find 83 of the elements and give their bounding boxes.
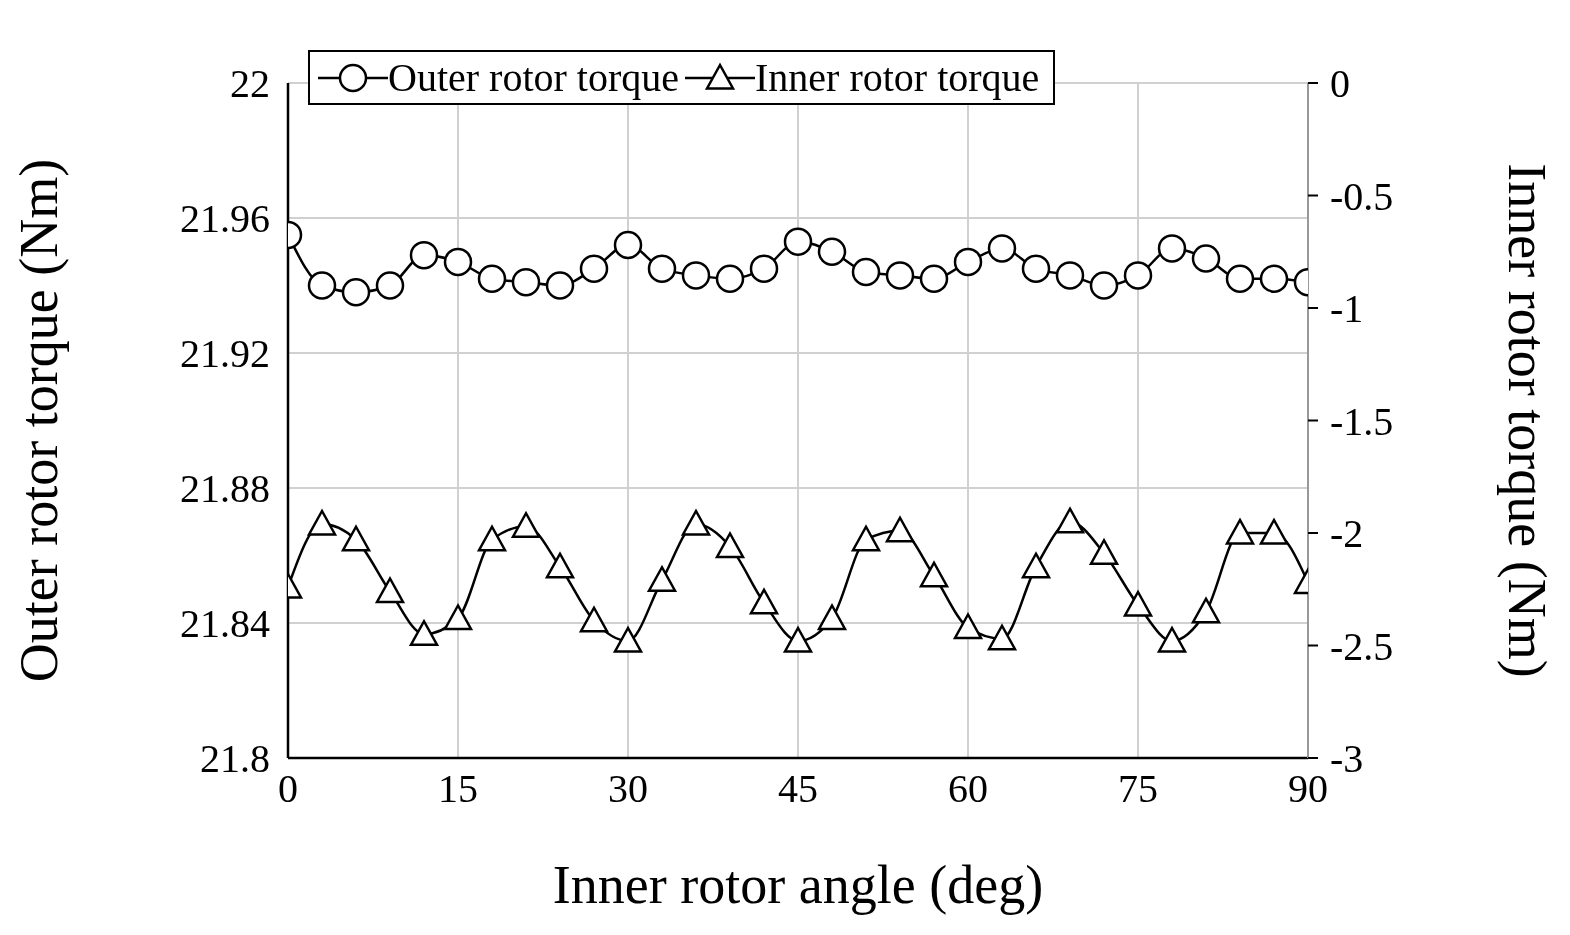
point xyxy=(919,264,949,293)
point xyxy=(1259,518,1289,545)
x-tick-label: 30 xyxy=(608,766,648,812)
point xyxy=(1055,507,1085,534)
point xyxy=(749,588,779,615)
point xyxy=(579,254,609,283)
point xyxy=(749,254,779,283)
point xyxy=(647,254,677,283)
point xyxy=(817,237,847,266)
y2-tick-label: -0.5 xyxy=(1330,173,1394,219)
point xyxy=(1191,244,1221,273)
point xyxy=(681,261,711,290)
point xyxy=(1089,539,1119,565)
point xyxy=(1055,261,1085,290)
point xyxy=(919,561,949,588)
point xyxy=(341,278,371,307)
x-tick-label: 90 xyxy=(1288,766,1328,812)
point xyxy=(1191,597,1221,624)
y2-axis-title: Inner rotor torque (Nm) xyxy=(1496,163,1557,678)
point xyxy=(579,606,609,633)
point xyxy=(1021,254,1051,283)
point xyxy=(307,509,337,536)
x-tick-label: 0 xyxy=(278,766,298,812)
point xyxy=(341,525,371,552)
y-tick-label: 22 xyxy=(230,61,270,107)
x-tick-label: 60 xyxy=(948,766,988,812)
point xyxy=(953,247,983,277)
point xyxy=(443,247,473,277)
point xyxy=(375,271,405,300)
point xyxy=(511,512,541,538)
legend-label: Outer rotor torque xyxy=(388,54,680,101)
y2-tick-label: -2.5 xyxy=(1330,623,1394,669)
point xyxy=(1123,590,1153,617)
point xyxy=(1021,552,1051,579)
point xyxy=(783,626,813,653)
y2-tick-label: -1.5 xyxy=(1330,398,1394,444)
point xyxy=(1157,626,1187,653)
point xyxy=(647,566,677,592)
point xyxy=(307,271,337,300)
point xyxy=(1123,261,1153,290)
point xyxy=(1225,264,1255,293)
point xyxy=(851,525,881,552)
point xyxy=(885,516,915,543)
point xyxy=(511,267,541,297)
point xyxy=(953,613,983,640)
y2-tick-label: 0 xyxy=(1330,61,1350,107)
point xyxy=(545,552,575,579)
point xyxy=(613,626,643,653)
point xyxy=(715,532,745,559)
y-axis-title: Outer rotor torque (Nm) xyxy=(9,158,70,683)
point xyxy=(1259,264,1289,293)
x-tick-label: 15 xyxy=(438,766,478,812)
point xyxy=(1225,518,1255,545)
point xyxy=(817,604,847,631)
point xyxy=(681,509,711,536)
x-tick-label: 75 xyxy=(1118,766,1158,812)
point xyxy=(545,271,575,300)
point xyxy=(477,525,507,552)
point xyxy=(885,261,915,290)
point xyxy=(987,234,1017,263)
y-tick-label: 21.84 xyxy=(180,601,270,647)
point xyxy=(1157,234,1187,263)
y2-tick-label: -1 xyxy=(1330,286,1364,332)
point xyxy=(715,264,745,293)
point xyxy=(477,264,507,293)
y-tick-label: 21.8 xyxy=(200,736,270,782)
y-tick-label: 21.96 xyxy=(180,196,270,242)
point xyxy=(613,230,643,260)
point xyxy=(851,257,881,287)
point xyxy=(409,620,439,646)
point xyxy=(1089,271,1119,300)
x-tick-label: 45 xyxy=(778,766,818,812)
point xyxy=(375,577,405,604)
y2-tick-label: -3 xyxy=(1330,736,1364,782)
point xyxy=(987,624,1017,651)
y-tick-label: 21.92 xyxy=(180,331,270,377)
point xyxy=(409,240,439,270)
y-tick-label: 21.88 xyxy=(180,466,270,512)
legend-label: Inner rotor torque xyxy=(755,54,1040,101)
point xyxy=(443,604,473,631)
point xyxy=(783,227,813,256)
x-axis-title: Inner rotor angle (deg) xyxy=(552,855,1044,915)
y2-tick-label: -2 xyxy=(1330,511,1364,557)
